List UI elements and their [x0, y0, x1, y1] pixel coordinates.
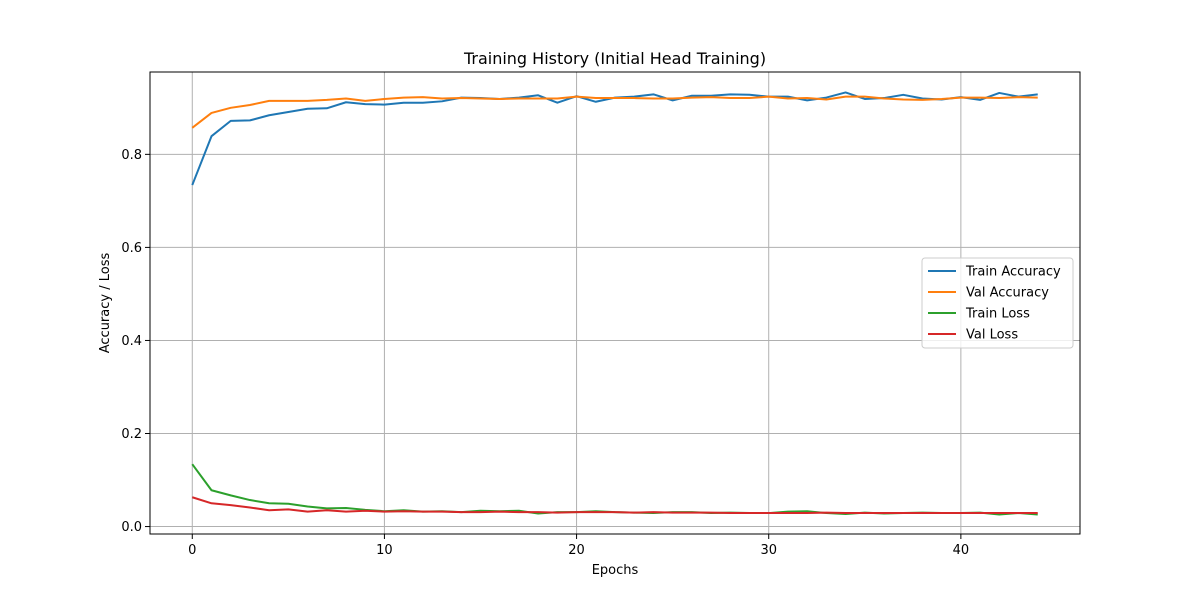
- x-tick-label: 0: [188, 543, 196, 558]
- y-axis-label: Accuracy / Loss: [98, 253, 113, 354]
- legend-label: Train Accuracy: [965, 265, 1061, 280]
- y-tick-label: 0.8: [121, 148, 142, 163]
- grid: [150, 72, 1080, 534]
- legend-box: [921, 257, 1074, 349]
- x-tick-label: 10: [376, 543, 393, 558]
- legend: Train Accuracy Val Accuracy Train Loss Val …: [921, 257, 1074, 349]
- x-axis-label: Epochs: [592, 563, 639, 578]
- legend-label: Train Loss: [965, 307, 1030, 322]
- chart-title: Training History (Initial Head Training): [463, 49, 766, 68]
- y-tick-label: 0.0: [121, 520, 142, 535]
- x-tick-label: 30: [760, 543, 777, 558]
- y-tick-label: 0.2: [121, 427, 142, 442]
- ticks: 0 10 20 30 40 0.0 0.2 0.4 0.6 0.8: [121, 148, 969, 558]
- x-tick-label: 40: [953, 543, 970, 558]
- plot-frame: [149, 71, 1081, 535]
- y-tick-label: 0.6: [121, 241, 142, 256]
- legend-label: Val Accuracy: [966, 286, 1049, 301]
- series-line-val-accuracy: [191, 95, 1038, 129]
- series-line-val-loss: [191, 496, 1038, 515]
- x-tick-label: 20: [568, 543, 585, 558]
- series-layer: [191, 91, 1038, 516]
- legend-label: Val Loss: [966, 328, 1018, 343]
- y-tick-label: 0.4: [121, 334, 142, 349]
